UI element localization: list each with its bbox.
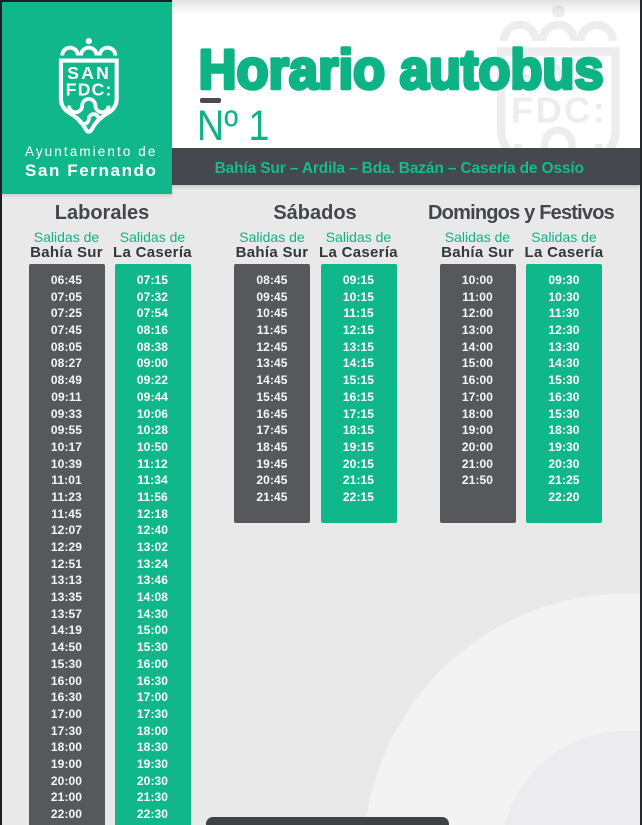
svg-text:Horario autobus: Horario autobus xyxy=(199,42,604,101)
svg-text:Nº 1: Nº 1 xyxy=(197,103,270,148)
svg-text:SAN: SAN xyxy=(514,56,604,97)
svg-text:FDC:: FDC: xyxy=(66,79,113,99)
svg-text:FDC:: FDC: xyxy=(511,90,607,131)
svg-text:SAN: SAN xyxy=(67,63,111,83)
